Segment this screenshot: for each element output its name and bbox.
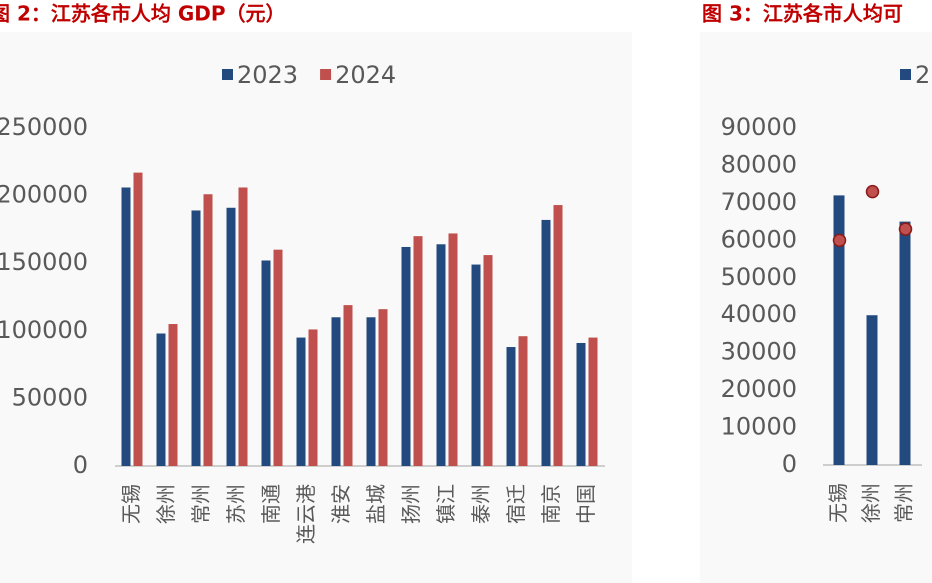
bar: [518, 336, 528, 466]
bar: [866, 315, 878, 465]
bar: [308, 329, 318, 466]
y-tick-label: 0: [73, 451, 88, 479]
bar: [156, 333, 166, 466]
y-tick-label: 40000: [721, 300, 797, 328]
bar: [541, 219, 551, 466]
y-tick-label: 150000: [0, 248, 88, 276]
point: [865, 184, 880, 199]
bar: [448, 233, 458, 466]
legend-swatch: [900, 69, 911, 80]
bar: [191, 210, 201, 466]
y-tick-label: 50000: [12, 383, 88, 411]
bar: [483, 255, 493, 466]
y-tick-label: 70000: [721, 188, 797, 216]
panel: [700, 32, 932, 583]
bar: [121, 187, 131, 466]
x-tick-label: 南京: [539, 484, 563, 524]
bar: [203, 194, 213, 467]
x-tick-label: 徐州: [154, 484, 178, 524]
bar: [168, 324, 178, 466]
bar: [899, 221, 911, 465]
point: [832, 233, 847, 248]
panel: [0, 32, 632, 583]
x-tick-label: 扬州: [399, 484, 423, 524]
x-tick-label: 泰州: [469, 484, 493, 524]
legend-label: 2023: [237, 61, 298, 89]
bar: [588, 337, 598, 466]
y-tick-label: 10000: [721, 413, 797, 441]
y-tick-label: 80000: [721, 150, 797, 178]
bar: [296, 337, 306, 466]
bar: [576, 342, 586, 466]
x-tick-label: 苏州: [224, 484, 248, 524]
bar: [553, 205, 563, 466]
x-tick-label: 徐州: [859, 483, 883, 523]
y-tick-label: 60000: [721, 225, 797, 253]
y-tick-label: 100000: [0, 316, 88, 344]
bar: [261, 260, 271, 466]
y-tick-label: 30000: [721, 338, 797, 366]
x-tick-label: 南通: [259, 484, 283, 524]
y-tick-label: 20000: [721, 375, 797, 403]
x-tick-label: 宿迁: [504, 484, 528, 524]
x-tick-label: 中国: [574, 484, 598, 524]
bar: [366, 317, 376, 466]
legend-label: 2024: [335, 61, 396, 89]
bar: [436, 244, 446, 466]
legend-label: 2: [915, 61, 930, 89]
bar: [378, 309, 388, 466]
x-tick-label: 无锡: [826, 483, 850, 523]
bar: [343, 305, 353, 466]
x-tick-label: 盐城: [364, 484, 388, 524]
chart-title: 图 2：江苏各市人均 GDP（元）: [0, 2, 286, 26]
bar: [413, 236, 423, 466]
legend-swatch: [320, 69, 332, 80]
bar: [833, 195, 845, 465]
chart-title: 图 3：江苏各市人均可: [702, 2, 903, 26]
bar: [133, 172, 143, 466]
y-tick-label: 50000: [721, 263, 797, 291]
x-tick-label: 常州: [189, 484, 213, 524]
y-tick-label: 0: [782, 450, 797, 478]
bar: [331, 317, 341, 466]
x-tick-label: 连云港: [294, 484, 318, 544]
y-tick-label: 90000: [721, 113, 797, 141]
x-tick-label: 镇江: [434, 484, 458, 524]
bar: [401, 246, 411, 466]
x-tick-label: 常州: [892, 483, 916, 523]
y-tick-label: 250000: [0, 113, 88, 141]
x-tick-label: 淮安: [329, 484, 353, 524]
x-tick-label: 无锡: [119, 484, 143, 524]
bar: [471, 264, 481, 466]
bar: [273, 249, 283, 466]
bar: [506, 347, 516, 466]
point: [898, 222, 913, 236]
legend-swatch: [222, 69, 233, 80]
bar: [226, 207, 236, 466]
bar: [238, 187, 248, 466]
y-tick-label: 200000: [0, 181, 88, 209]
